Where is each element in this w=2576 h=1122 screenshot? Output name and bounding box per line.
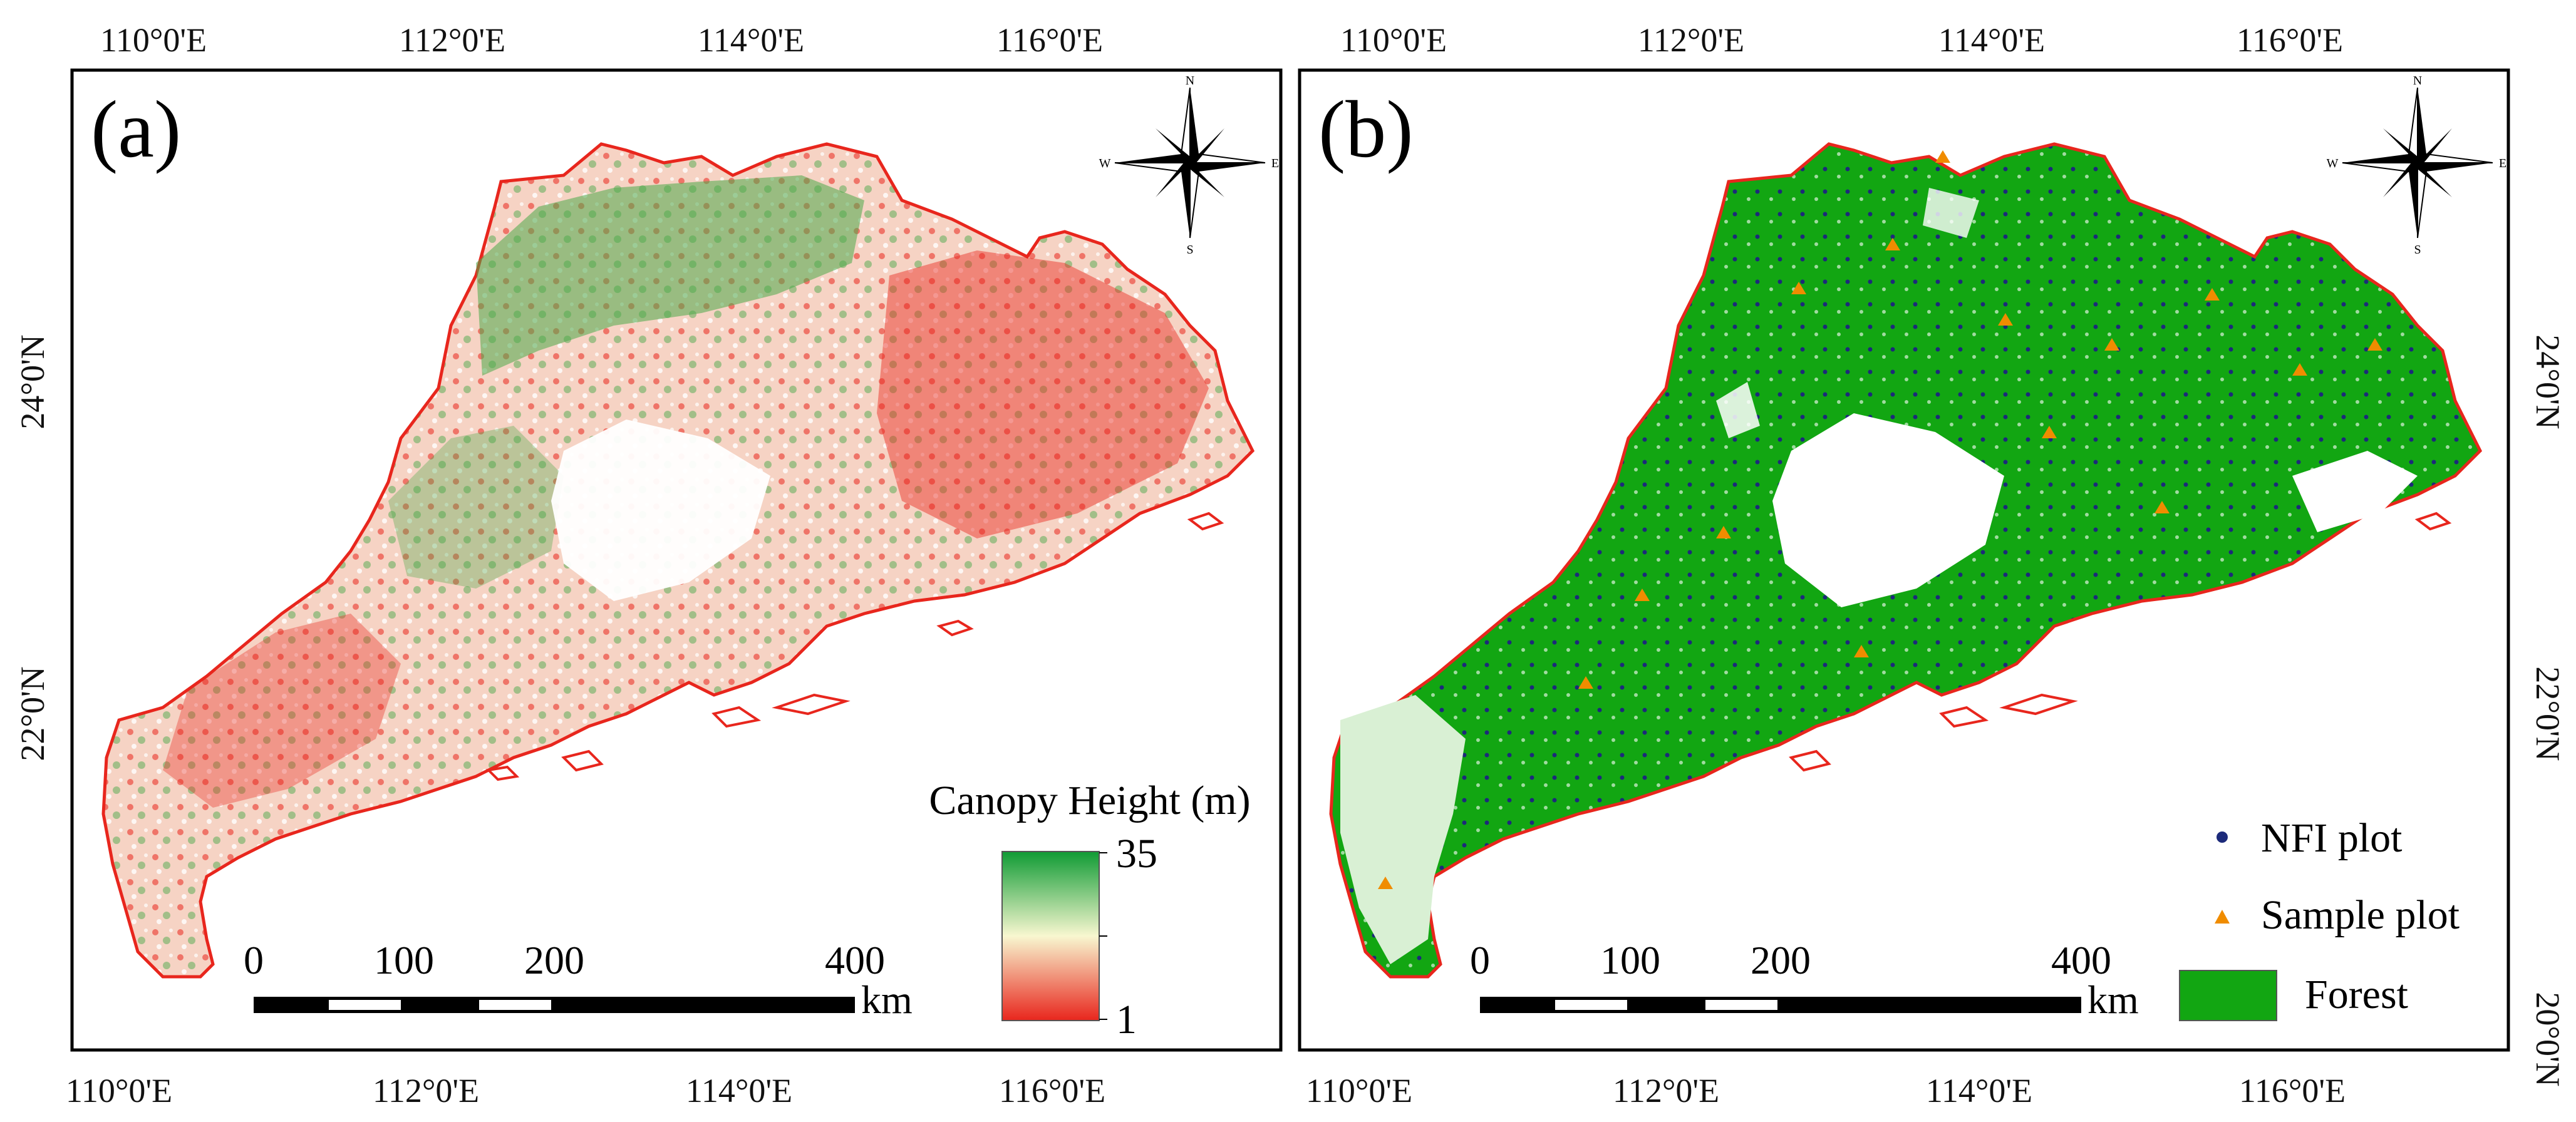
green-region: [388, 426, 564, 589]
compass-n: N: [1186, 74, 1194, 88]
bottom-tick: 116°0'E: [2239, 1072, 2346, 1109]
bottom-tick: 116°0'E: [999, 1072, 1105, 1109]
forest-swatch: [2179, 970, 2277, 1021]
color-ramp: [1001, 851, 1100, 1021]
non-forest-region: [1772, 413, 2004, 607]
compass-e: E: [1271, 157, 1279, 170]
compass-n: N: [2413, 74, 2422, 88]
panel-label: (a): [91, 85, 181, 175]
canopy-height-map: [101, 142, 1255, 979]
bottom-tick: 114°0'E: [1926, 1072, 2032, 1109]
right-tick: 22°0'N: [2529, 666, 2567, 761]
non-forest-region: [2292, 451, 2418, 532]
islands: [485, 512, 1224, 781]
north-arrow: N S E W: [2327, 74, 2507, 257]
top-tick: 116°0'E: [2237, 21, 2343, 59]
scale-unit: km: [2087, 977, 2139, 1022]
scale-label: 0: [244, 938, 264, 982]
legend-nfi: NFI plot: [2261, 815, 2403, 861]
scale-label: 100: [1600, 938, 1660, 982]
bottom-tick: 112°0'E: [373, 1072, 479, 1109]
legend-min: 1: [1116, 997, 1137, 1042]
bottom-tick: 110°0'E: [1306, 1072, 1412, 1109]
top-tick: 112°0'E: [1638, 21, 1744, 59]
panel-a: 110°0'E 112°0'E 114°0'E 116°0'E 110°0'E …: [14, 21, 1283, 1109]
non-forest-region: [1340, 695, 1466, 964]
left-tick: 24°0'N: [14, 334, 51, 429]
sample-plots: [1378, 150, 2382, 889]
right-tick: 24°0'N: [2529, 334, 2567, 429]
scale-unit: km: [861, 977, 913, 1022]
bottom-tick: 114°0'E: [686, 1072, 792, 1109]
scale-bar: 0 100 200 400 km: [1470, 938, 2139, 1022]
legend-max: 35: [1116, 831, 1157, 877]
panel-label: (b): [1318, 85, 1414, 175]
red-region: [877, 250, 1209, 538]
panel-b: 110°0'E 112°0'E 114°0'E 116°0'E 110°0'E …: [1298, 21, 2567, 1109]
compass-w: W: [1099, 157, 1111, 170]
forest-map: [1329, 142, 2483, 979]
legend-forest: Forest: [2305, 972, 2408, 1017]
right-tick: 20°0'N: [2529, 992, 2567, 1086]
compass-e: E: [2499, 157, 2506, 170]
compass-s: S: [2414, 243, 2421, 257]
scale-label: 400: [825, 938, 885, 982]
north-arrow: N S E W: [1099, 74, 1280, 257]
top-tick: 110°0'E: [100, 21, 207, 59]
islands: [1789, 512, 2452, 772]
red-region: [163, 614, 401, 808]
legend-title: Canopy Height (m): [929, 778, 1250, 823]
scale-label: 200: [1751, 938, 1811, 982]
scale-label: 100: [374, 938, 434, 982]
top-tick: 110°0'E: [1340, 21, 1447, 59]
top-tick: 114°0'E: [1938, 21, 2045, 59]
scale-bar: 0 100 200 400 km: [244, 938, 913, 1022]
green-region: [476, 175, 864, 376]
bottom-tick: 112°0'E: [1613, 1072, 1719, 1109]
scale-label: 400: [2051, 938, 2111, 982]
scale-label: 200: [524, 938, 584, 982]
canopy-legend: Canopy Height (m) 35 1: [929, 778, 1250, 1042]
sample-marker: [2215, 910, 2230, 924]
top-tick: 116°0'E: [996, 21, 1103, 59]
left-tick: 22°0'N: [14, 666, 51, 761]
top-tick: 114°0'E: [698, 21, 804, 59]
bottom-tick: 110°0'E: [66, 1072, 172, 1109]
nfi-marker: [2216, 831, 2228, 843]
legend-sample: Sample plot: [2261, 892, 2460, 938]
top-tick: 112°0'E: [399, 21, 505, 59]
compass-w: W: [2327, 157, 2339, 170]
scale-label: 0: [1470, 938, 1490, 982]
plot-legend: NFI plot Sample plot Forest: [2179, 815, 2460, 1021]
delta-region: [551, 419, 770, 601]
compass-s: S: [1186, 243, 1193, 257]
